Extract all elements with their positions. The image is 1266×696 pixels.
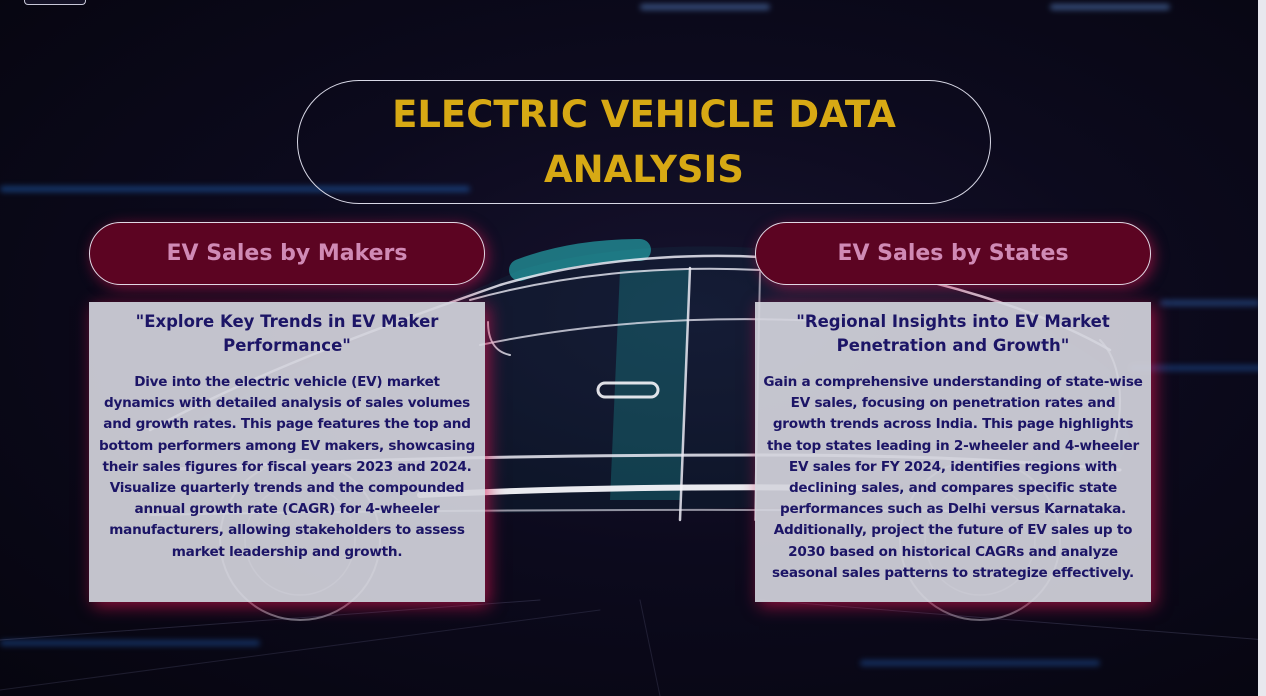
page-title: ELECTRIC VEHICLE DATA ANALYSIS [392, 93, 896, 191]
states-card-body: Gain a comprehensive understanding of st… [763, 374, 1143, 581]
page-title-container: ELECTRIC VEHICLE DATA ANALYSIS [297, 80, 991, 204]
makers-card-heading: "Explore Key Trends in EV Maker Performa… [135, 312, 439, 355]
states-description-card: "Regional Insights into EV Market Penetr… [755, 302, 1151, 602]
background-light-streak [860, 660, 1100, 666]
ev-sales-by-makers-button[interactable]: EV Sales by Makers [89, 222, 485, 285]
background-light-streak [1130, 365, 1266, 371]
makers-card-body: Dive into the electric vehicle (EV) mark… [99, 374, 475, 560]
makers-description-card: "Explore Key Trends in EV Maker Performa… [89, 302, 485, 602]
ev-sales-by-states-button[interactable]: EV Sales by States [755, 222, 1151, 285]
background-light-streak [0, 186, 470, 192]
vertical-scrollbar[interactable] [1258, 0, 1266, 696]
background-light-streak [1050, 4, 1170, 10]
background-light-streak [0, 640, 260, 646]
top-left-tab[interactable] [24, 0, 86, 5]
states-card-heading: "Regional Insights into EV Market Penetr… [796, 312, 1110, 355]
background-light-streak [1160, 300, 1260, 306]
background-light-streak [640, 4, 770, 10]
